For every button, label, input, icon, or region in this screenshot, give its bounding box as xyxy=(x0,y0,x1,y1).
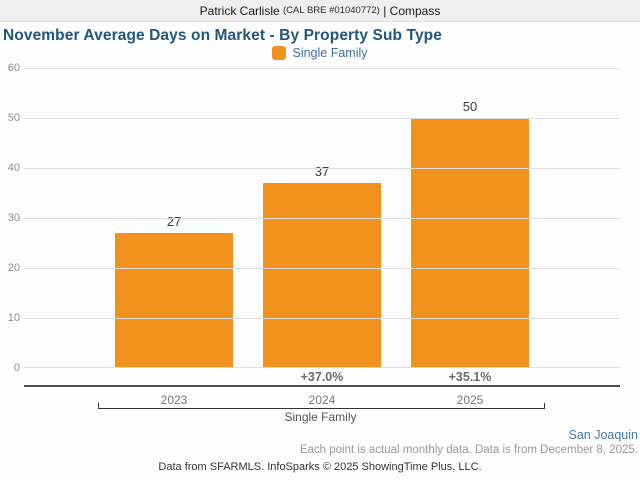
legend-label[interactable]: Single Family xyxy=(292,46,368,60)
legend: Single Family xyxy=(0,45,640,61)
x-axis-separator xyxy=(24,385,620,387)
category-row: 2023 2024 2025 xyxy=(115,393,529,407)
category-label: 2023 xyxy=(160,393,188,407)
agent-name: Patrick Carlisle xyxy=(199,3,280,18)
y-axis-tick-label: 0 xyxy=(13,362,20,374)
category-label: 2025 xyxy=(456,393,484,407)
y-axis-tick-label: 40 xyxy=(7,162,20,174)
bars-container: 27 37 50 xyxy=(115,99,529,368)
legend-swatch-orange-square-icon[interactable] xyxy=(272,46,287,60)
group-label: Single Family xyxy=(284,410,357,424)
gridline-20 xyxy=(24,268,620,269)
gridline-10 xyxy=(24,318,620,319)
y-axis-tick-label: 10 xyxy=(7,312,20,324)
pct-change-label: +35.1% xyxy=(448,370,492,384)
gridline-0 xyxy=(24,367,620,368)
y-axis-tick-label: 60 xyxy=(7,62,20,74)
agent-license: (CAL BRE #01040772) xyxy=(283,5,380,16)
plot-area: 27 37 50 0 10 20 30 40 50 60 xyxy=(8,62,620,374)
header-separator: | xyxy=(383,3,387,18)
bar-2023[interactable]: 27 xyxy=(115,214,233,368)
bar-2025[interactable]: 50 xyxy=(411,99,529,368)
brand-name: Compass xyxy=(389,3,441,18)
gridline-30 xyxy=(24,218,620,219)
chart-title: November Average Days on Market - By Pro… xyxy=(3,27,442,44)
branding-header: Patrick Carlisle (CAL BRE #01040772) | C… xyxy=(0,0,640,22)
attribution: Data from SFARMLS. InfoSparks © 2025 Sho… xyxy=(158,461,482,473)
y-axis-tick-label: 30 xyxy=(7,212,20,224)
y-axis-tick-label: 20 xyxy=(7,262,20,274)
group-bracket xyxy=(98,403,545,409)
pct-change-row: +37.0% +35.1% xyxy=(115,370,529,384)
category-label: 2024 xyxy=(308,393,336,407)
gridline-50 xyxy=(24,118,620,119)
pct-change-label xyxy=(115,370,233,384)
bar-value-label: 37 xyxy=(314,164,330,179)
gridline-40 xyxy=(24,168,620,169)
y-axis-tick-label: 50 xyxy=(7,112,20,124)
gridline-60 xyxy=(24,68,620,69)
bar-value-label: 27 xyxy=(166,214,182,229)
bar-2024[interactable]: 37 xyxy=(263,164,381,368)
pct-change-label: +37.0% xyxy=(300,370,344,384)
bar-value-label: 50 xyxy=(462,99,478,114)
region-link[interactable]: San Joaquin xyxy=(568,428,638,442)
data-note: Each point is actual monthly data. Data … xyxy=(299,444,638,456)
